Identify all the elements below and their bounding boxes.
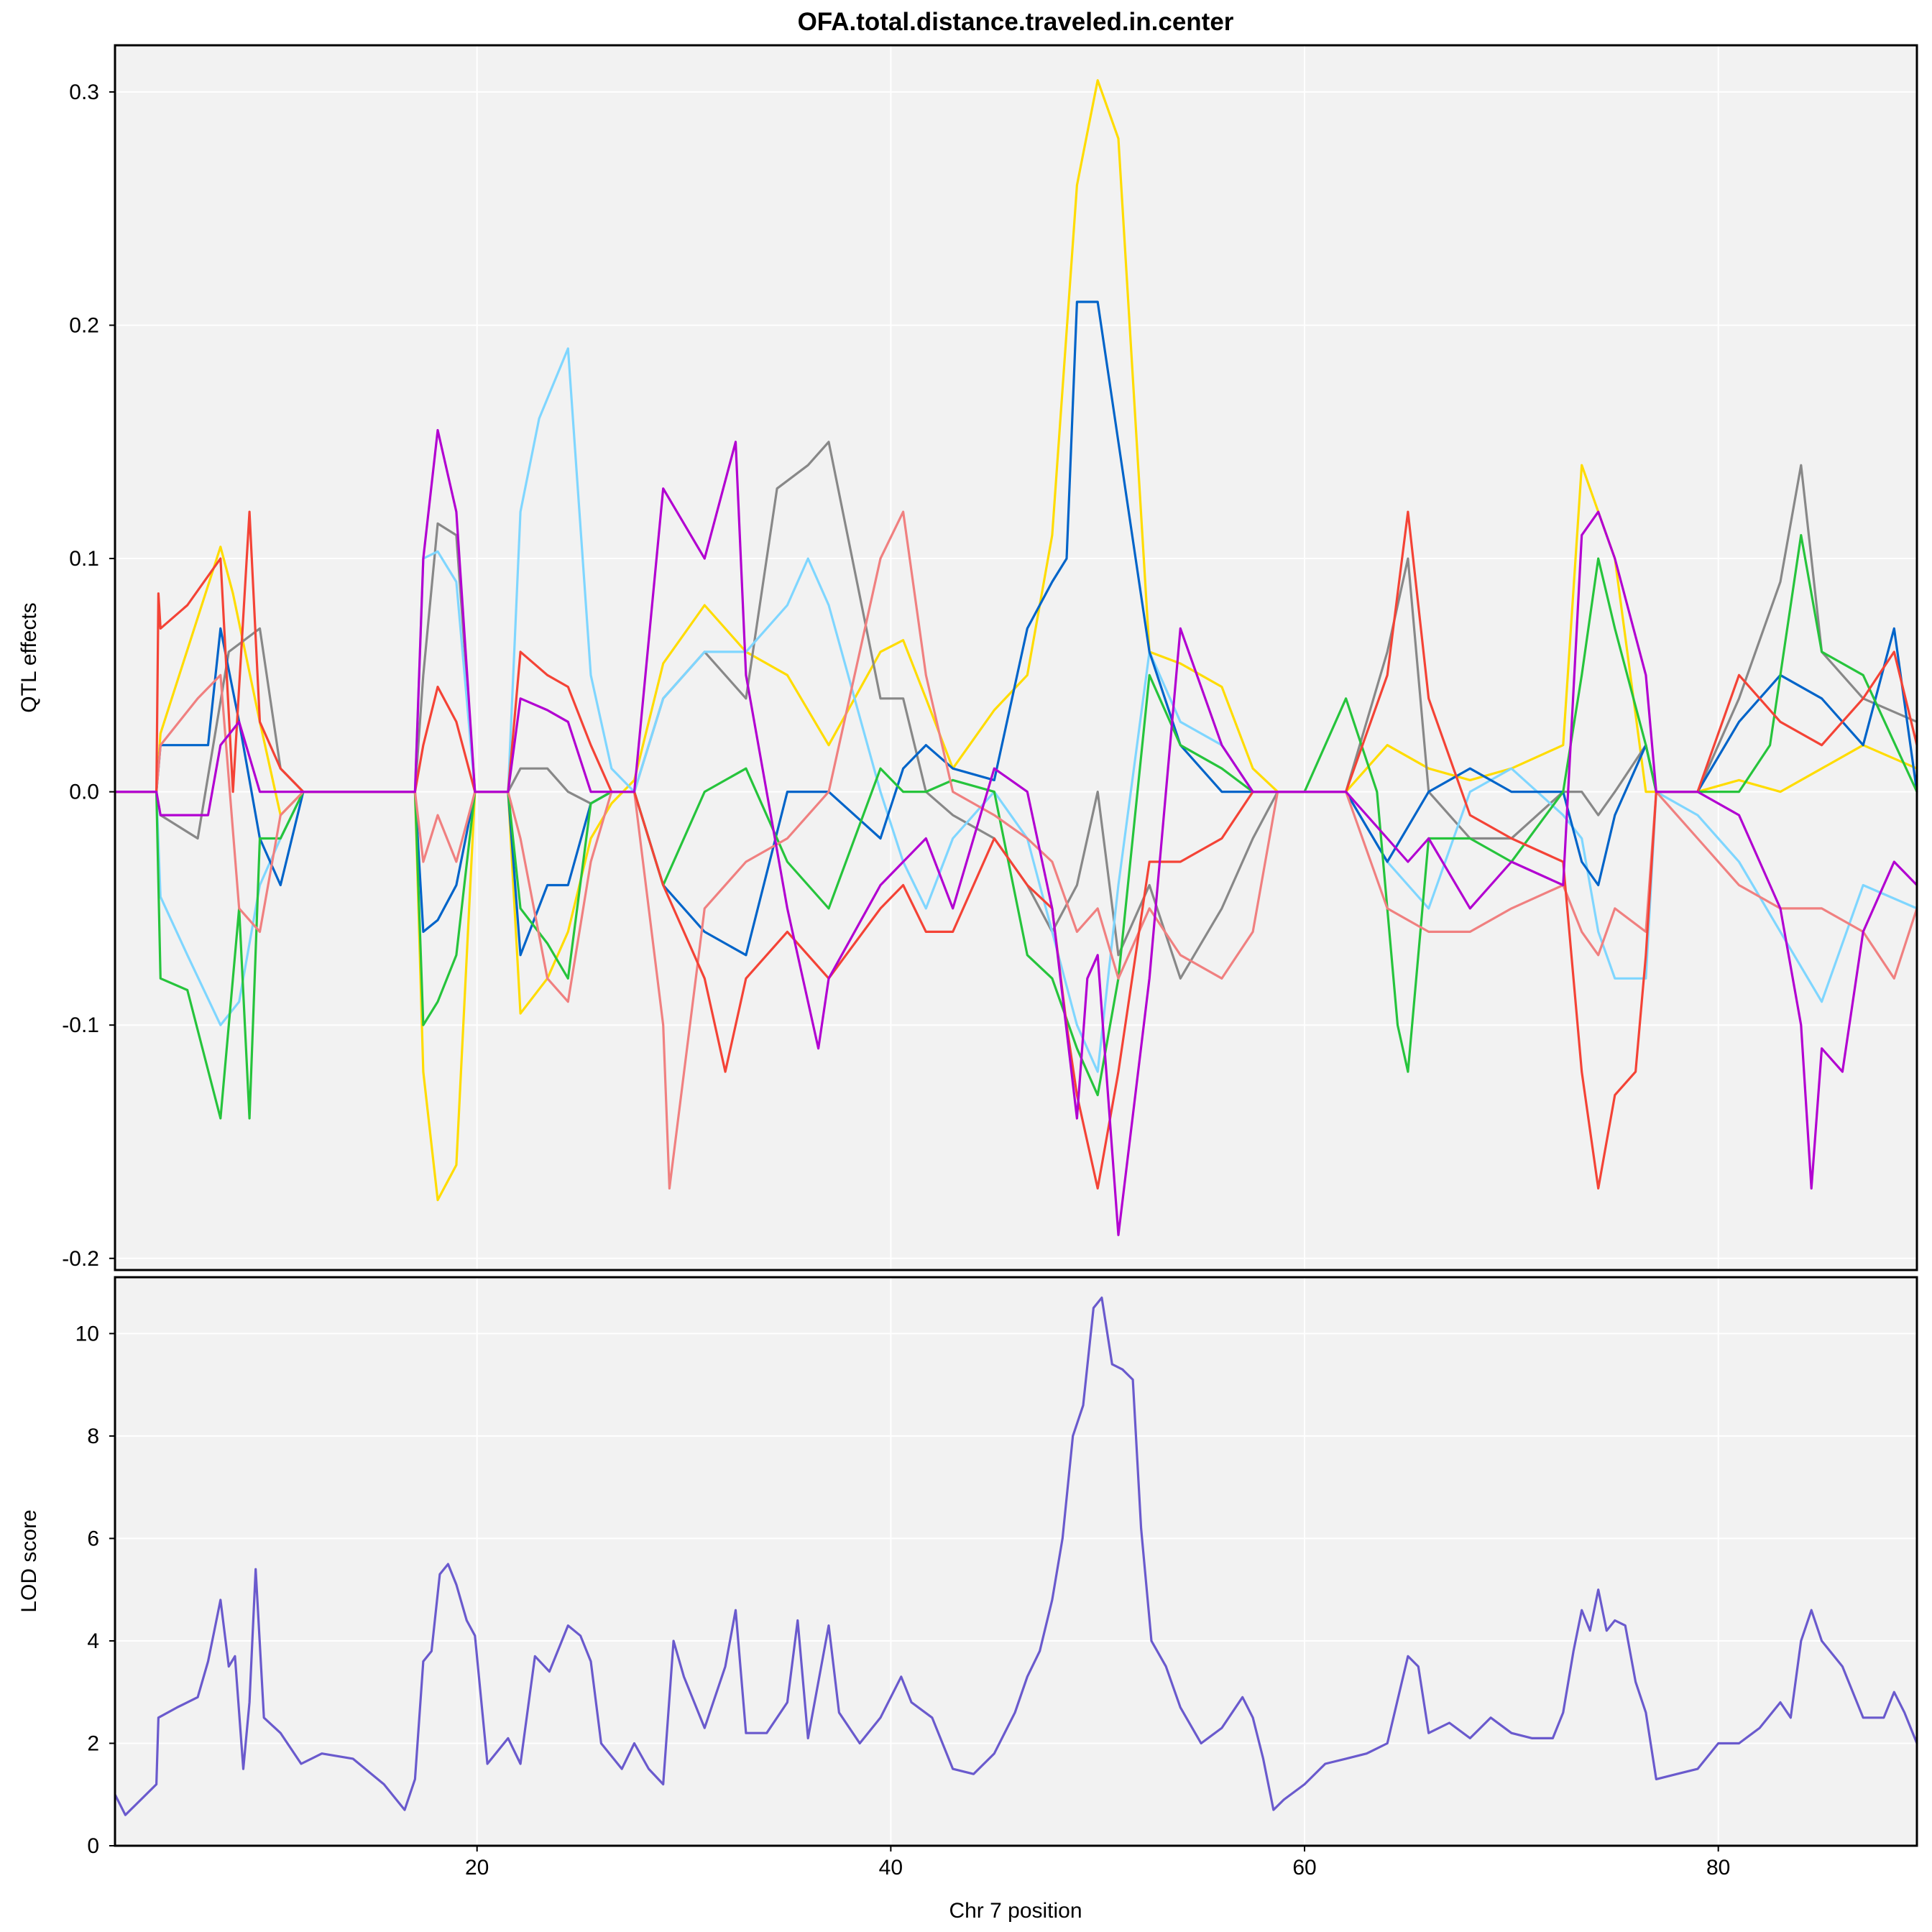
qtl-effects-series	[115, 79, 1918, 1236]
qtl-effects-line-purple	[115, 428, 1918, 1236]
lod-score-frame	[114, 1276, 1918, 1847]
lod-score-y-tick-label-3: 6	[87, 1527, 99, 1550]
qtl-effects-plot-area	[115, 45, 1917, 1270]
x-tick-label-40: 40	[879, 1856, 903, 1880]
lod-score-y-axis-title: LOD score	[17, 1509, 41, 1612]
qtl-effects-line-green	[115, 533, 1918, 1120]
qtl-effects-line-blue	[115, 300, 1918, 957]
qtl-effects-line-yellow	[115, 79, 1918, 1202]
qtl-effects-y-tick-label-0: -0.2	[62, 1247, 99, 1271]
qtl-effects-y-ticks: -0.2 -0.1 0.0 0.1 0.2 0.3	[62, 80, 115, 1271]
x-tick-label-80: 80	[1706, 1856, 1730, 1880]
lod-score-y-tick-label-2: 4	[87, 1629, 99, 1653]
x-axis-title: Chr 7 position	[949, 1899, 1082, 1923]
lod-score-series	[114, 1296, 1918, 1816]
qtl-effects-y-tick-label-1: -0.1	[62, 1013, 99, 1037]
qtl-effects-y-tick-label-2: 0.0	[69, 781, 99, 804]
lod-score-x-ticks: 20 40 60 80	[465, 1846, 1730, 1880]
qtl-effects-y-tick-label-5: 0.3	[69, 80, 99, 104]
qtl-effects-panel: -0.2 -0.1 0.0 0.1 0.2 0.3 OFA.total.distance.…	[17, 8, 1918, 1271]
qtl-effects-grid	[115, 45, 1917, 1270]
qtl-effects-line-salmon	[115, 510, 1918, 1190]
lod-score-y-tick-label-5: 10	[75, 1322, 99, 1346]
lod-score-y-tick-label-4: 8	[87, 1425, 99, 1448]
x-tick-label-60: 60	[1292, 1856, 1316, 1880]
qtl-effects-frame	[114, 44, 1918, 1271]
lod-score-y-tick-label-1: 2	[87, 1731, 99, 1755]
chart-title: OFA.total.distance.traveled.in.center	[798, 8, 1234, 36]
qtl-effects-y-tick-label-3: 0.1	[69, 547, 99, 571]
lod-score-plot-area	[115, 1277, 1917, 1846]
qtl-effects-y-axis-title: QTL effects	[17, 602, 41, 712]
lod-score-panel: 0 2 4 6 8 10 20 40 60 80 LOD score Chr 7 positio…	[17, 1276, 1918, 1923]
qtl-effects-y-tick-label-4: 0.2	[69, 313, 99, 337]
lod-score-y-ticks: 0 2 4 6 8 10	[75, 1322, 115, 1858]
lod-score-y-tick-label-0: 0	[87, 1834, 99, 1858]
x-tick-label-20: 20	[465, 1856, 489, 1880]
lod-score-line-LOD	[114, 1296, 1918, 1816]
